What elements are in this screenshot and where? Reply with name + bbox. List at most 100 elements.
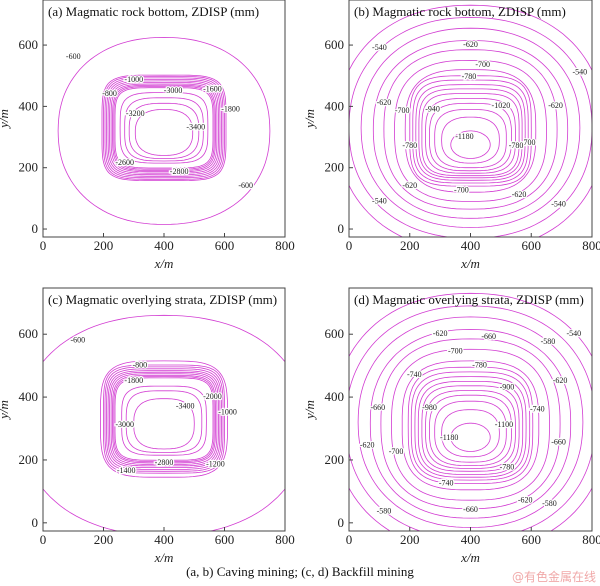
contour-line <box>410 371 531 481</box>
contour-line <box>112 375 216 464</box>
contour-label: -1020 <box>492 101 511 110</box>
contour-label: -540 <box>551 199 566 208</box>
contour-label: -2600 <box>115 158 134 167</box>
contour-label: -700 <box>475 60 490 69</box>
contour-line <box>112 84 216 171</box>
y-tick-label: 0 <box>32 221 39 236</box>
panel-title: (a) Magmatic rock bottom, ZDISP (mm) <box>48 4 259 19</box>
contour-line <box>383 49 558 210</box>
y-axis-label: y/m <box>302 400 317 421</box>
contour-label: -600 <box>66 52 81 61</box>
figure-caption: (a, b) Caving mining; (c, d) Backfill mi… <box>186 564 414 579</box>
contour-label: -700 <box>454 186 469 195</box>
contour-line <box>349 4 592 237</box>
y-tick-label: 600 <box>325 326 345 341</box>
contour-line <box>133 398 195 450</box>
contour-label: -780 <box>509 141 524 150</box>
contour-label: -620 <box>512 190 527 199</box>
contour-label: -1180 <box>440 433 458 442</box>
x-tick-label: 800 <box>275 238 295 253</box>
contour-label: -620 <box>548 101 563 110</box>
y-tick-label: 0 <box>338 515 345 530</box>
x-tick-label: 200 <box>94 532 114 547</box>
contour-label: -540 <box>372 196 387 205</box>
contour-label: -1800 <box>221 104 240 113</box>
x-tick-label: 200 <box>400 532 420 547</box>
x-axis-label: x/m <box>460 256 480 271</box>
x-tick-label: 0 <box>40 532 47 547</box>
plot-frame <box>42 287 286 532</box>
contour-label: -780 <box>462 72 477 81</box>
contour-line <box>421 93 520 177</box>
x-axis-label: x/m <box>460 550 480 565</box>
y-tick-label: 400 <box>325 98 345 113</box>
contour-label: -800 <box>132 360 147 369</box>
contour-line <box>106 368 222 470</box>
contour-line <box>104 366 224 472</box>
contour-line <box>100 360 228 478</box>
contour-line <box>441 409 500 458</box>
y-tick-label: 200 <box>325 452 345 467</box>
contour-line <box>401 360 540 491</box>
contour-label: -740 <box>407 370 422 379</box>
panel-title: (b) Magmatic rock bottom, ZDISP (mm) <box>354 4 566 19</box>
contour-label: -700 <box>395 106 410 115</box>
y-tick-label: 400 <box>19 98 39 113</box>
contour-line <box>103 364 225 474</box>
contour-label: -940 <box>425 104 440 113</box>
contour-label: -2800 <box>155 458 174 467</box>
contour-line <box>109 371 219 467</box>
x-tick-label: 800 <box>582 238 600 253</box>
y-tick-label: 600 <box>19 326 39 341</box>
contour-line <box>418 88 523 179</box>
contour-line <box>391 348 550 501</box>
contour-label: -3400 <box>186 123 205 132</box>
contour-line <box>349 305 592 531</box>
x-tick-label: 800 <box>582 532 600 547</box>
contour-label: -600 <box>238 181 253 190</box>
y-tick-label: 0 <box>338 221 345 236</box>
y-tick-label: 200 <box>19 452 39 467</box>
contour-label: -700 <box>389 447 404 456</box>
contour-label: -620 <box>377 98 392 107</box>
contour-label: -1000 <box>218 408 237 417</box>
contour-line <box>110 373 218 465</box>
x-tick-label: 0 <box>40 238 47 253</box>
contour-panel-b: -540-540-540 -540-620-620 -620-620-620-700… <box>302 0 600 271</box>
contour-label: -1400 <box>117 466 136 475</box>
contour-label: -580 <box>541 337 556 346</box>
contour-label: -620 <box>518 496 533 505</box>
contour-panel-c: -600 -800 -1800 -2000 -1000 -3400 -3000 -2800 -1… <box>0 287 295 565</box>
contour-line <box>110 83 218 173</box>
contour-line <box>57 36 271 225</box>
contour-line <box>349 17 592 237</box>
contour-label: -1100 <box>495 420 513 429</box>
contour-line <box>429 102 512 172</box>
x-tick-label: 0 <box>346 532 353 547</box>
contour-line <box>425 390 516 469</box>
x-tick-label: 600 <box>522 532 542 547</box>
contour-line <box>107 80 221 176</box>
contour-line <box>119 92 209 164</box>
contour-line <box>421 385 520 472</box>
contour-line <box>407 366 534 484</box>
contour-line <box>106 79 222 177</box>
contour-label: -780 <box>472 360 487 369</box>
contour-line <box>415 84 526 181</box>
contour-line <box>380 338 561 510</box>
y-tick-label: 200 <box>325 160 345 175</box>
contour-line <box>434 400 507 463</box>
y-tick-label: 0 <box>32 515 39 530</box>
contour-label: -1800 <box>124 376 143 385</box>
y-tick-label: 600 <box>325 37 345 52</box>
watermark: @有色金属在线 <box>512 569 596 584</box>
contour-label: -3400 <box>176 401 195 410</box>
contour-line <box>417 381 524 475</box>
contour-line <box>104 77 224 179</box>
contour-label: -600 <box>70 335 85 344</box>
contour-label: -580 <box>542 499 557 508</box>
contour-label: -3200 <box>126 109 145 118</box>
x-tick-label: 400 <box>154 532 174 547</box>
contour-label: -700 <box>448 346 463 355</box>
